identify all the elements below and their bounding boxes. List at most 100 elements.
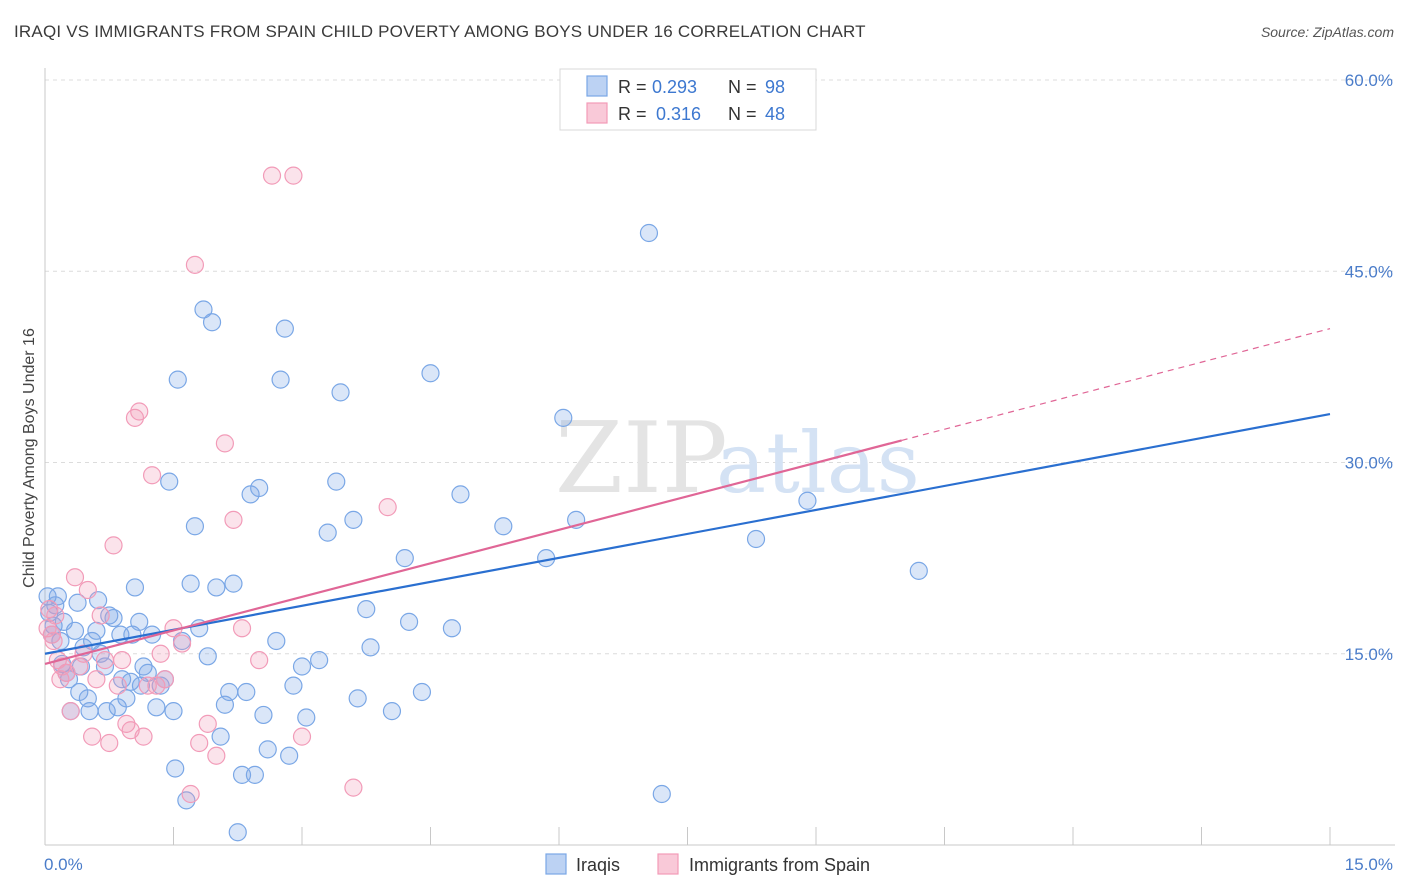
legend-n-label-iraqis: N = — [728, 77, 757, 97]
point-iraqis-72 — [292, 657, 312, 676]
grid-lines — [45, 79, 1395, 655]
point-spain-13 — [78, 580, 97, 600]
point-spain-18 — [100, 733, 119, 753]
point-iraqis-18 — [80, 702, 99, 721]
point-iraqis-70 — [280, 746, 299, 765]
legend-r-value-spain: 0.316 — [656, 104, 701, 124]
point-iraqis-12 — [65, 621, 85, 640]
point-iraqis-34 — [130, 612, 149, 631]
point-spain-42 — [250, 651, 269, 670]
point-spain-25 — [130, 402, 149, 421]
point-spain-16 — [91, 606, 110, 625]
point-iraqis-80 — [357, 600, 376, 619]
point-iraqis-37 — [138, 663, 157, 682]
point-iraqis-87 — [442, 619, 462, 638]
point-iraqis-96 — [798, 491, 817, 510]
point-iraqis-78 — [344, 510, 363, 529]
point-spain-21 — [112, 651, 132, 670]
bottom-legend-label-iraqis: Iraqis — [576, 855, 620, 875]
point-spain-46 — [344, 778, 363, 797]
point-spain-36 — [190, 733, 209, 753]
source-credit: Source: ZipAtlas.com — [1260, 24, 1394, 40]
point-iraqis-84 — [399, 612, 419, 631]
point-iraqis-95 — [746, 529, 766, 549]
point-spain-43 — [262, 166, 282, 185]
point-iraqis-58 — [224, 574, 243, 593]
point-spain-28 — [142, 466, 162, 485]
bottom-legend-swatch-iraqis — [545, 853, 567, 875]
point-spain-35 — [185, 255, 205, 274]
point-spain-9 — [61, 702, 80, 721]
point-iraqis-74 — [310, 651, 329, 670]
point-iraqis-65 — [254, 705, 273, 725]
point-iraqis-88 — [451, 485, 470, 504]
point-spain-17 — [95, 651, 115, 670]
point-spain-47 — [378, 498, 397, 517]
point-iraqis-81 — [361, 638, 380, 657]
point-spain-45 — [292, 727, 312, 746]
point-iraqis-94 — [652, 784, 671, 804]
point-iraqis-5 — [48, 587, 67, 606]
point-spain-41 — [232, 619, 252, 638]
point-iraqis-85 — [412, 682, 432, 702]
point-iraqis-51 — [194, 300, 213, 319]
point-iraqis-20 — [87, 621, 106, 640]
point-iraqis-91 — [554, 408, 573, 427]
point-iraqis-43 — [164, 702, 183, 721]
point-iraqis-59 — [228, 823, 247, 842]
point-iraqis-57 — [220, 682, 239, 702]
point-iraqis-63 — [245, 765, 264, 784]
point-iraqis-97 — [909, 561, 928, 580]
legend-r-label-spain: R = — [618, 104, 647, 124]
point-iraqis-67 — [267, 631, 286, 651]
point-iraqis-55 — [211, 727, 230, 746]
point-iraqis-61 — [237, 682, 256, 702]
point-iraqis-73 — [297, 708, 316, 727]
point-iraqis-66 — [258, 740, 277, 759]
point-iraqis-77 — [331, 383, 350, 402]
point-spain-33 — [172, 634, 192, 653]
point-spain-26 — [134, 727, 153, 746]
point-spain-30 — [151, 644, 170, 663]
stats-legend: R = 0.293 N = 98 R = 0.316 N = 48 — [559, 68, 817, 131]
y-tick-label-3: 60.0% — [1345, 71, 1393, 90]
point-spain-40 — [224, 510, 243, 529]
trend-line-spain-extension — [901, 328, 1331, 441]
zipatlas-watermark: ZIP atlas — [555, 402, 920, 516]
y-axis-title: Child Poverty Among Boys Under 16 — [21, 328, 38, 588]
point-spain-4 — [46, 606, 65, 625]
point-iraqis-64 — [250, 478, 269, 498]
point-spain-34 — [181, 784, 200, 804]
point-spain-15 — [87, 670, 106, 689]
point-iraqis-33 — [125, 578, 145, 597]
trend-line-spain — [44, 439, 902, 666]
series-legend: Iraqis Immigrants from Spain — [545, 853, 870, 875]
watermark-zip: ZIP — [555, 402, 728, 516]
point-spain-38 — [207, 746, 226, 765]
trend-lines — [44, 328, 1331, 666]
y-tick-label-2: 45.0% — [1345, 262, 1393, 281]
chart-title: IRAQI VS IMMIGRANTS FROM SPAIN CHILD POV… — [14, 22, 866, 41]
y-tick-label-0: 15.0% — [1345, 645, 1393, 664]
point-iraqis-75 — [318, 523, 337, 542]
point-spain-44 — [284, 166, 303, 185]
bottom-legend-label-spain: Immigrants from Spain — [689, 855, 870, 875]
point-iraqis-54 — [207, 578, 226, 597]
point-iraqis-24 — [97, 702, 116, 721]
point-spain-39 — [215, 434, 234, 453]
point-iraqis-23 — [95, 657, 115, 676]
legend-swatch-spain — [586, 102, 608, 124]
point-iraqis-82 — [382, 702, 402, 721]
point-iraqis-45 — [168, 370, 187, 389]
point-spain-37 — [198, 714, 217, 733]
point-spain-3 — [44, 631, 63, 651]
bottom-legend-swatch-spain — [657, 853, 679, 875]
y-tick-label-1: 30.0% — [1345, 454, 1393, 473]
legend-swatch-iraqis — [586, 75, 608, 97]
point-iraqis-71 — [284, 676, 303, 695]
data-points — [38, 166, 928, 842]
point-iraqis-48 — [181, 574, 200, 593]
point-iraqis-89 — [494, 517, 513, 536]
point-iraqis-76 — [327, 472, 346, 491]
